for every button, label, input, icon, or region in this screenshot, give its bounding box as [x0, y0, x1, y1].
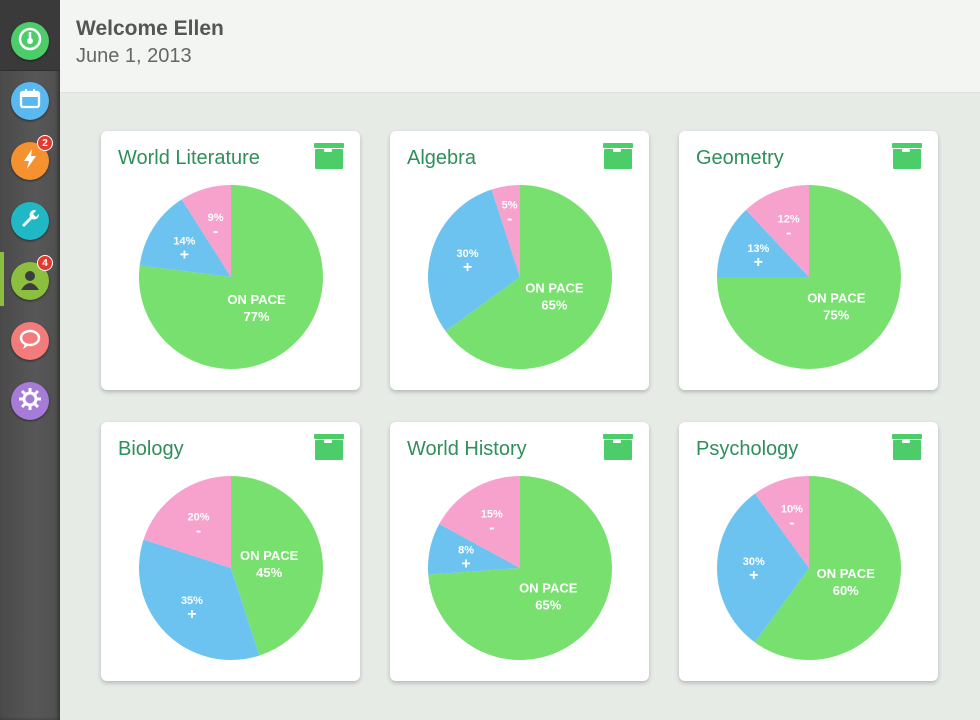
slice-label: ON PACE — [807, 290, 866, 305]
lightning-icon — [17, 146, 43, 177]
course-card-world-history[interactable]: World History ON PACE 65% 8% +15% - — [390, 422, 649, 681]
course-card-geometry[interactable]: Geometry ON PACE 75% 13% +12% - — [679, 131, 938, 390]
archive-icon[interactable] — [892, 434, 922, 460]
alerts-badge: 2 — [37, 135, 53, 151]
nav-messages[interactable] — [11, 322, 49, 360]
minus-symbol: - — [489, 520, 494, 537]
pie-slice-on-pace — [445, 185, 612, 369]
slice-value: 77% — [244, 309, 270, 324]
nav-tools[interactable] — [11, 202, 49, 240]
course-card-world-literature[interactable]: World Literature ON PACE 77% 14% +9% - — [101, 131, 360, 390]
archive-icon[interactable] — [314, 434, 344, 460]
pie-slice-ahead — [138, 539, 260, 660]
plus-symbol: + — [180, 246, 189, 263]
minus-symbol: - — [196, 522, 201, 539]
pie-slice-ahead — [717, 209, 809, 277]
slice-value: 10% — [781, 504, 803, 516]
chat-bubble-icon — [17, 326, 43, 357]
active-indicator — [0, 252, 4, 306]
slice-value: 12% — [778, 214, 800, 226]
slice-value: 65% — [541, 298, 567, 313]
progress-pie-chart: ON PACE 60% 30%+10%- — [717, 476, 901, 660]
calendar-icon — [17, 86, 43, 117]
pie-slice-behind — [181, 185, 231, 277]
minus-symbol: - — [789, 515, 794, 532]
course-title: Biology — [118, 438, 184, 460]
slice-value: 13% — [747, 243, 769, 255]
slice-value: 75% — [823, 307, 849, 322]
slice-label: ON PACE — [817, 566, 876, 581]
gear-icon — [17, 386, 43, 417]
plus-symbol: + — [461, 555, 470, 572]
pie-slice-behind — [143, 476, 231, 568]
students-badge: 4 — [37, 255, 53, 271]
progress-pie-chart: ON PACE 65% 8%+15%- — [428, 476, 612, 660]
plus-symbol: + — [754, 254, 763, 271]
pie-slice-ahead — [717, 493, 809, 643]
slice-value: 30% — [456, 248, 478, 260]
pie-slice-ahead — [428, 189, 520, 332]
nav-dashboard[interactable] — [11, 22, 49, 60]
slice-label: ON PACE — [519, 580, 578, 595]
nav-calendar[interactable] — [11, 82, 49, 120]
slice-value: 65% — [535, 597, 561, 612]
slice-value: 20% — [188, 511, 210, 523]
pie-slice-on-pace — [231, 476, 323, 656]
plus-symbol: + — [187, 606, 196, 623]
person-icon — [17, 266, 43, 297]
slice-value: 45% — [256, 565, 282, 580]
pie-slice-on-pace — [754, 476, 901, 660]
archive-icon[interactable] — [603, 143, 633, 169]
progress-pie-chart: ON PACE 77% 14%+9%- — [139, 185, 323, 369]
slice-value: 60% — [833, 583, 859, 598]
pie-slice-behind — [754, 476, 809, 568]
progress-pie-chart: ON PACE 45% 35%+20%- — [138, 476, 323, 660]
minus-symbol: - — [786, 225, 791, 242]
pie-slice-on-pace — [428, 476, 612, 660]
archive-icon[interactable] — [892, 143, 922, 169]
plus-symbol: + — [463, 259, 472, 276]
slice-label: ON PACE — [240, 548, 299, 563]
pie-slice-ahead — [428, 523, 520, 575]
pie-slice-behind — [439, 476, 520, 568]
nav-settings[interactable] — [11, 382, 49, 420]
welcome-text: Welcome Ellen — [76, 17, 224, 40]
pie-slice-behind — [746, 185, 809, 277]
course-title: Algebra — [407, 147, 476, 169]
date-text: June 1, 2013 — [76, 45, 192, 67]
course-title: Geometry — [696, 147, 784, 169]
slice-label: ON PACE — [227, 292, 286, 307]
sidebar: 2 4 — [0, 0, 60, 720]
progress-pie-chart: ON PACE 75% 13%+12%- — [717, 185, 901, 369]
minus-symbol: - — [213, 223, 218, 240]
slice-value: 14% — [173, 235, 195, 247]
wrench-icon — [17, 206, 43, 237]
minus-symbol: - — [507, 211, 512, 228]
slice-value: 15% — [481, 509, 503, 521]
header: Welcome Ellen June 1, 2013 — [60, 0, 980, 93]
slice-value: 35% — [181, 595, 203, 607]
progress-pie-chart: ON PACE 65% 30%+5%- — [428, 185, 612, 369]
course-title: Psychology — [696, 438, 799, 460]
course-card-algebra[interactable]: Algebra ON PACE 65% 30% +5% - — [390, 131, 649, 390]
archive-icon[interactable] — [314, 143, 344, 169]
course-card-psychology[interactable]: Psychology ON PACE 60% 30% +10% - — [679, 422, 938, 681]
archive-icon[interactable] — [603, 434, 633, 460]
course-title: World Literature — [118, 147, 260, 169]
slice-value: 30% — [743, 556, 765, 568]
slice-label: ON PACE — [525, 281, 584, 296]
slice-value: 5% — [502, 200, 518, 212]
slice-value: 9% — [208, 212, 224, 224]
course-card-biology[interactable]: Biology ON PACE 45% 35% +20% - — [101, 422, 360, 681]
slice-value: 8% — [458, 544, 474, 556]
plus-symbol: + — [749, 567, 758, 584]
dashboard-icon — [17, 26, 43, 57]
course-title: World History — [407, 438, 527, 460]
pie-slice-behind — [491, 185, 520, 277]
pie-slice-ahead — [139, 199, 231, 277]
